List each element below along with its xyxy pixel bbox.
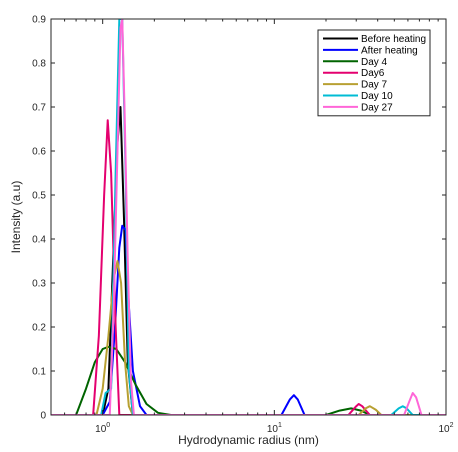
y-tick-label: 0.1 [32,367,46,378]
series-line-1 [51,224,446,415]
legend-label: Day 4 [361,57,388,68]
series-line-3 [51,119,446,415]
y-tick-label: 0.7 [32,103,46,114]
x-tick-label: 101 [267,422,282,435]
legend-label: Day 27 [361,102,393,113]
x-tick-label-base: 10 [267,424,279,435]
x-tick-label-exponent: 2 [450,422,454,429]
x-tick-label: 100 [95,422,110,435]
legend-label: Before heating [361,34,426,45]
legend-label: After heating [361,45,418,56]
y-tick-label: 0 [40,411,46,422]
x-tick-label-exponent: 1 [278,422,282,429]
y-tick-label: 0.2 [32,323,46,334]
x-tick-label: 102 [438,422,453,435]
axis-ticks-group [50,18,447,416]
y-axis-label: Intensity (a.u) [9,181,23,254]
x-tick-label-base: 10 [438,424,450,435]
legend-label: Day 10 [361,91,393,102]
series-line-4 [51,260,446,415]
y-tick-label: 0.8 [32,59,46,70]
legend-label: Day 7 [361,80,388,91]
y-tick-label: 0.3 [32,279,46,290]
x-tick-label-exponent: 0 [106,422,110,429]
x-tick-label-base: 10 [95,424,107,435]
y-tick-label: 0.9 [32,15,46,26]
y-tick-label: 0.5 [32,191,46,202]
legend-label: Day6 [361,68,385,79]
series-line-6 [51,19,446,415]
plot-series-group [51,19,446,415]
x-axis-label: Hydrodynamic radius (nm) [178,433,319,447]
y-tick-label: 0.6 [32,147,46,158]
plot-area-frame [50,18,447,416]
y-tick-label: 0.4 [32,235,46,246]
